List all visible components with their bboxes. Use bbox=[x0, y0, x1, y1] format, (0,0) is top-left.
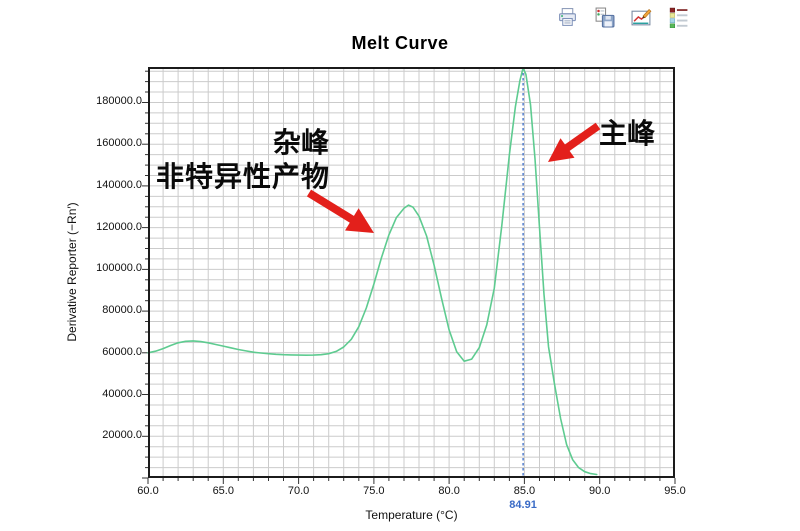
series-melt-curve bbox=[147, 67, 598, 476]
y-tick-label: 60000.0 bbox=[102, 345, 142, 358]
y-tick-label: 100000.0 bbox=[96, 262, 142, 275]
x-tick-label: 95.0 bbox=[664, 485, 686, 497]
y-tick-label: 180000.0 bbox=[96, 95, 142, 108]
main-peak-annotation: 主峰 bbox=[599, 118, 656, 149]
y-tick-label: 140000.0 bbox=[96, 178, 142, 191]
y-tick-label: 20000.0 bbox=[102, 429, 142, 442]
y-tick-label: 40000.0 bbox=[102, 387, 142, 400]
x-axis-label: Temperature (°C) bbox=[365, 508, 458, 522]
x-tick-label: 80.0 bbox=[438, 485, 460, 497]
secondary-peak-annotation-line1: 杂峰 bbox=[273, 127, 330, 158]
y-tick-label: 120000.0 bbox=[96, 220, 142, 233]
legend-icon[interactable] bbox=[667, 5, 691, 29]
toolbar bbox=[556, 5, 691, 29]
y-tick-label: 80000.0 bbox=[102, 304, 142, 317]
peak-temperature-value: 84.91 bbox=[509, 499, 537, 511]
x-tick-label: 90.0 bbox=[588, 485, 611, 497]
plot-border bbox=[148, 67, 675, 478]
x-tick-label: 85.0 bbox=[513, 485, 536, 497]
y-tick-label: 160000.0 bbox=[96, 137, 142, 150]
save-report-icon[interactable] bbox=[593, 5, 617, 29]
plot-area[interactable] bbox=[142, 67, 676, 484]
x-tick-label: 60.0 bbox=[137, 485, 159, 497]
x-tick-label: 75.0 bbox=[363, 485, 385, 497]
page-title: Melt Curve bbox=[351, 33, 449, 53]
edit-chart-icon[interactable] bbox=[630, 5, 654, 29]
x-tick-label: 65.0 bbox=[212, 485, 234, 497]
secondary-peak-annotation-line2: 非特异性产物 bbox=[156, 161, 331, 192]
print-icon[interactable] bbox=[556, 5, 580, 29]
x-tick-label: 70.0 bbox=[287, 485, 310, 497]
